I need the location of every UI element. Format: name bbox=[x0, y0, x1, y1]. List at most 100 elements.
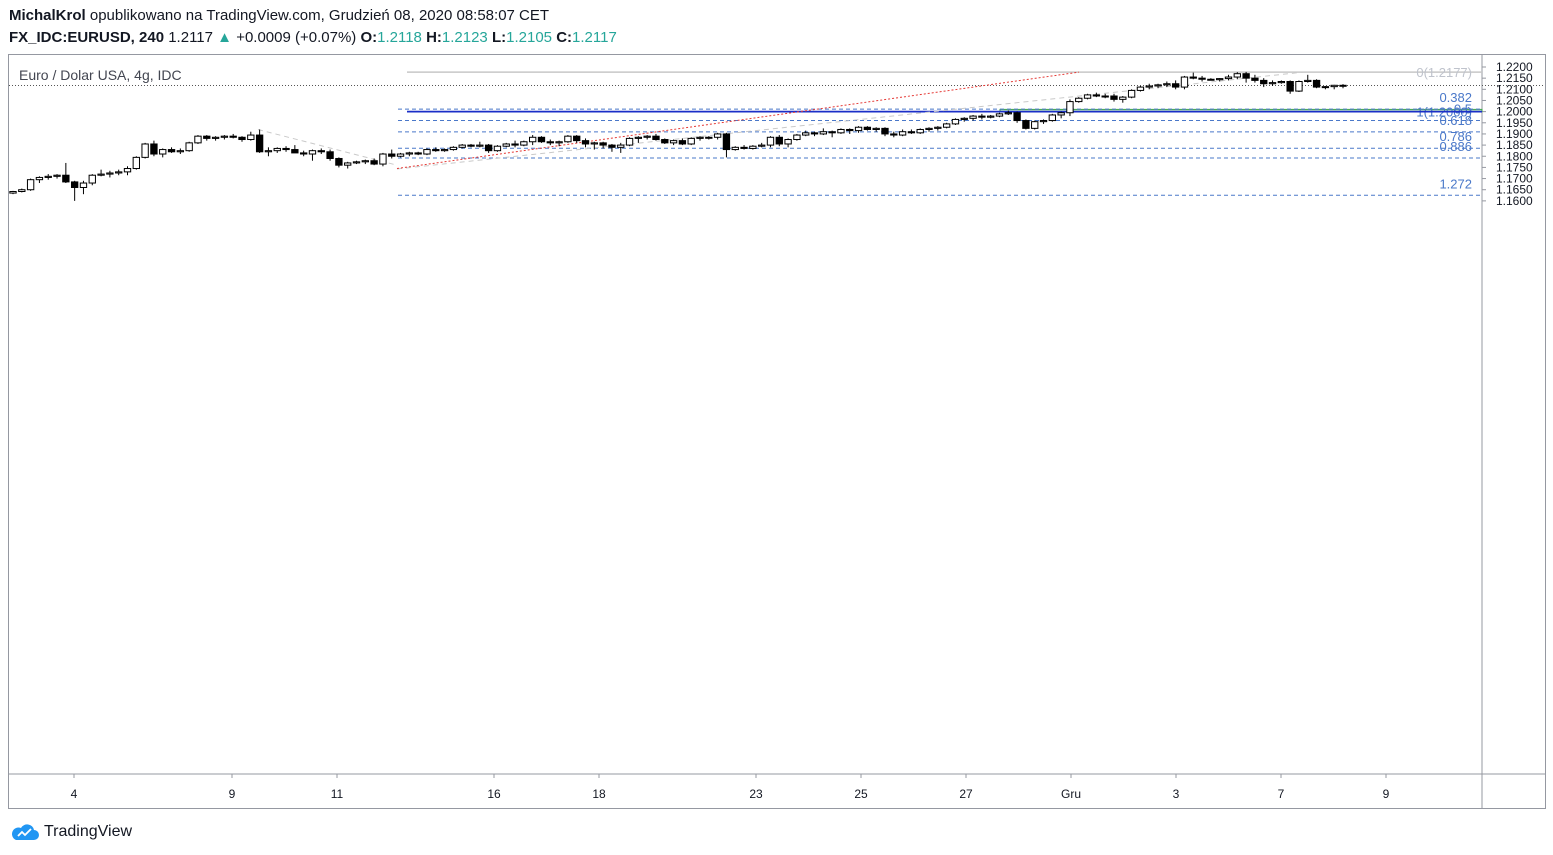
candle-body bbox=[1198, 77, 1206, 80]
candle-body bbox=[326, 151, 334, 159]
candle-body bbox=[1242, 73, 1250, 79]
candle-body bbox=[159, 149, 167, 155]
candle-body bbox=[185, 142, 193, 152]
candle-body bbox=[1268, 82, 1277, 85]
candle-body bbox=[766, 136, 775, 146]
candle-body bbox=[775, 136, 783, 145]
candle-body bbox=[696, 136, 704, 139]
candle-body bbox=[1092, 94, 1101, 97]
candle-body bbox=[238, 136, 246, 141]
candle-body bbox=[1171, 83, 1180, 88]
candle-body bbox=[1066, 101, 1074, 114]
candle-body bbox=[995, 113, 1004, 117]
candle-body bbox=[590, 142, 598, 145]
price-tick-label: 1.1750 bbox=[1496, 160, 1533, 174]
candle-body bbox=[872, 127, 880, 130]
candle-body bbox=[1260, 79, 1268, 85]
candle-body bbox=[925, 127, 933, 130]
candle-body bbox=[731, 146, 739, 151]
candle-body bbox=[1013, 112, 1021, 122]
candle-body bbox=[907, 131, 916, 134]
time-tick-label: 4 bbox=[71, 787, 78, 801]
chart-frame[interactable] bbox=[8, 54, 1546, 809]
candle-body bbox=[396, 153, 405, 157]
candle-body bbox=[335, 157, 343, 166]
candle-body bbox=[898, 131, 907, 136]
symbol-line: FX_IDC:EURUSD, 240 1.2117 ▲ +0.0009 (+0.… bbox=[9, 29, 617, 46]
time-tick-label: 27 bbox=[959, 787, 973, 801]
price-tick-label: 1.1850 bbox=[1496, 138, 1533, 152]
candle-body bbox=[388, 153, 396, 157]
fib-level-label: 0.5 bbox=[1454, 102, 1472, 117]
candle-body bbox=[881, 127, 889, 135]
candle-body bbox=[1180, 76, 1189, 88]
candle-body bbox=[687, 137, 695, 145]
candle-body bbox=[167, 149, 176, 153]
candle-body bbox=[493, 145, 502, 152]
trend-line-red bbox=[396, 71, 1080, 170]
time-tick-label: 11 bbox=[331, 787, 344, 801]
candle-body bbox=[1312, 79, 1321, 88]
candle-body bbox=[1075, 97, 1083, 103]
candle-body bbox=[423, 149, 431, 155]
candle-body bbox=[1207, 78, 1215, 81]
trend-line-dashed bbox=[396, 71, 1304, 170]
candle-body bbox=[854, 126, 863, 132]
candle-body bbox=[934, 126, 942, 129]
tradingview-logo[interactable]: TradingView bbox=[10, 820, 132, 844]
candle-body bbox=[555, 141, 563, 144]
candle-body bbox=[291, 149, 299, 154]
tradingview-cloud-icon bbox=[12, 824, 40, 840]
candle-body bbox=[405, 152, 414, 155]
candle-body bbox=[916, 128, 924, 134]
price-tick-label: 1.1700 bbox=[1496, 172, 1533, 186]
candle-body bbox=[846, 128, 854, 132]
publish-line: MichalKrol opublikowano na TradingView.c… bbox=[9, 7, 549, 24]
candle-body bbox=[1286, 81, 1294, 92]
candle-body bbox=[176, 150, 185, 153]
candle-body bbox=[9, 191, 17, 194]
author-name[interactable]: MichalKrol bbox=[9, 7, 86, 24]
candle-body bbox=[1004, 112, 1012, 115]
candle-body bbox=[1330, 84, 1338, 88]
candle-body bbox=[1057, 112, 1065, 116]
open-value: 1.2118 bbox=[377, 29, 422, 46]
candle-body bbox=[1119, 96, 1127, 100]
candle-body bbox=[1304, 79, 1312, 83]
price-tick-label: 1.2050 bbox=[1496, 93, 1533, 107]
candle-body bbox=[1048, 114, 1057, 122]
candle-body bbox=[722, 133, 731, 151]
candle-body bbox=[194, 135, 202, 144]
price-tick-label: 1.2150 bbox=[1496, 71, 1533, 85]
candle-body bbox=[978, 115, 986, 118]
candle-body bbox=[608, 144, 616, 148]
candle-body bbox=[26, 179, 35, 191]
candle-body bbox=[573, 135, 581, 142]
symbol-label: FX_IDC:EURUSD, 240 bbox=[9, 29, 165, 46]
candle-body bbox=[247, 134, 255, 141]
candle-body bbox=[581, 140, 590, 145]
candle-body bbox=[1110, 95, 1118, 100]
time-tick-label: 16 bbox=[487, 787, 501, 801]
last-price: 1.2117 bbox=[168, 29, 213, 46]
candle-body bbox=[564, 135, 572, 143]
fib-level-label: 0.886 bbox=[1439, 139, 1472, 154]
candle-body bbox=[1216, 78, 1224, 81]
candle-body bbox=[749, 145, 757, 149]
candle-body bbox=[123, 168, 132, 173]
candle-body bbox=[784, 139, 792, 145]
candle-body bbox=[106, 172, 114, 175]
open-label: O: bbox=[360, 29, 378, 46]
candle-body bbox=[1251, 77, 1259, 81]
candle-body bbox=[1083, 94, 1092, 99]
candle-body bbox=[35, 176, 44, 181]
fib-level-label: 0.382 bbox=[1439, 90, 1472, 105]
candle-body bbox=[141, 143, 149, 158]
candle-body bbox=[1145, 85, 1153, 88]
candle-body bbox=[1295, 81, 1303, 92]
candle-body bbox=[643, 135, 651, 138]
candle-body bbox=[828, 131, 836, 134]
time-tick-label: Gru bbox=[1061, 787, 1081, 801]
candle-body bbox=[969, 115, 977, 119]
